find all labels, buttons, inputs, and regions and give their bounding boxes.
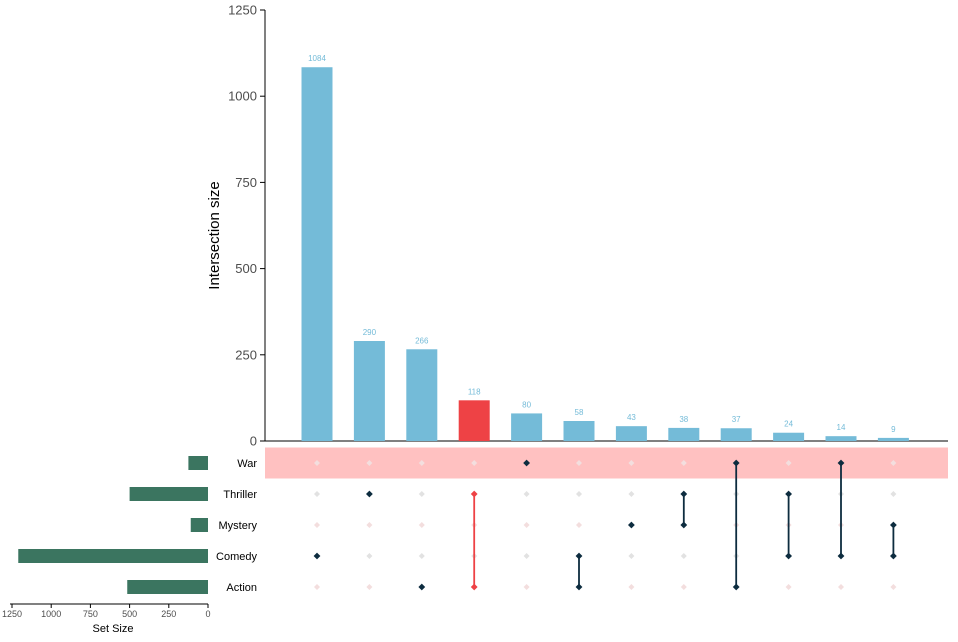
matrix-dot-filled [313,552,321,560]
intersection-bar [301,67,333,441]
set-size-bar-comedy [18,549,208,563]
matrix-dot-empty [838,584,844,590]
stripe-action [265,447,948,479]
matrix-stripes [265,447,948,479]
set-label-action: Action [226,582,257,594]
matrix-dot-empty [418,491,425,497]
intersection-bars: 1084 290 266 118 80 58 43 38 37 24 14 9 [301,54,909,441]
intersection-bar [458,400,490,441]
matrix-dot-empty [366,460,373,466]
matrix-dot-empty [418,553,425,559]
set-label-comedy: Comedy [216,551,257,563]
matrix-dot-empty [890,491,897,497]
intersection-bar [615,426,647,441]
intersection-bar [406,349,438,441]
matrix-dot-filled [366,490,373,498]
set-size-bar-action [127,580,208,594]
intersection-bar [668,427,700,441]
matrix-dot-filled [523,459,530,467]
matrix-dot-empty [628,460,635,466]
set-axis-tick-label: 250 [161,609,176,619]
intersection-bar [825,436,857,441]
bar-value-label: 24 [784,420,793,429]
set-axis-tick-label: 0 [205,609,210,619]
matrix-dot-empty [314,522,320,528]
set-size-axis: 1250 1000 750 500 250 0 Set Size [2,603,211,635]
bar-value-label: 43 [627,413,636,422]
y-tick-label: 1250 [228,3,257,18]
intersection-bar [511,413,543,441]
set-label-mystery: Mystery [219,520,258,532]
matrix-dot-empty [523,584,530,590]
set-label-thriller: Thriller [223,489,257,501]
bar-value-label: 58 [575,408,584,417]
matrix-dot-empty [890,460,897,466]
membership-matrix [313,459,897,591]
matrix-dot-empty [576,522,582,528]
matrix-dot-empty [523,491,530,497]
matrix-dot-empty [890,584,897,590]
intersection-bar [877,437,909,441]
set-size-bars: War Thriller Mystery Comedy Action [18,456,258,594]
bar-value-label: 37 [732,415,741,424]
set-size-bar-war [188,456,208,470]
matrix-dot-empty [314,584,320,590]
matrix-dot-empty [576,491,582,497]
matrix-dot-empty [471,460,478,466]
y-tick-label: 0 [250,434,257,449]
bar-value-label: 38 [679,415,688,424]
set-axis-tick-label: 1000 [41,609,61,619]
matrix-dot-empty [680,460,687,466]
set-axis-title: Set Size [93,623,134,635]
bar-value-label: 9 [891,425,896,434]
matrix-dot-empty [523,553,530,559]
matrix-dot-empty [628,491,635,497]
set-size-bar-mystery [190,518,208,532]
intersection-bar [773,432,805,441]
intersection-bar [353,341,385,441]
set-axis-tick-label: 1250 [2,609,22,619]
matrix-dot-empty [314,460,320,466]
bar-value-label: 14 [837,423,846,432]
set-size-bar-thriller [129,487,208,501]
bar-value-label: 118 [468,387,481,396]
set-axis-tick-label: 500 [122,609,137,619]
matrix-dot-empty [523,522,530,528]
matrix-dot-empty [418,522,425,528]
y-tick-label: 250 [235,347,257,362]
matrix-dot-empty [314,491,320,497]
matrix-dot-empty [418,460,425,466]
y-tick-label: 1000 [228,89,257,104]
bar-value-label: 80 [522,400,531,409]
bar-value-label: 266 [415,336,429,345]
bar-value-label: 1084 [308,54,326,63]
matrix-dot-empty [628,584,635,590]
matrix-dot-empty [366,584,373,590]
intersection-bar [720,428,752,441]
matrix-dot-empty [366,522,373,528]
matrix-dot-empty [785,460,792,466]
bar-value-label: 290 [363,328,377,337]
matrix-dot-empty [576,460,582,466]
matrix-dot-filled [418,583,426,591]
y-tick-label: 750 [235,175,257,190]
matrix-dot-empty [680,584,687,590]
matrix-dot-empty [785,584,792,590]
matrix-dot-empty [680,553,687,559]
matrix-dot-empty [366,553,373,559]
y-tick-label: 500 [235,261,257,276]
matrix-dot-filled [628,521,635,529]
set-axis-tick-label: 750 [83,609,98,619]
intersection-bar [563,421,595,441]
matrix-dot-empty [628,553,635,559]
y-axis-title: Intersection size [206,181,223,289]
set-label-war: War [237,458,257,470]
